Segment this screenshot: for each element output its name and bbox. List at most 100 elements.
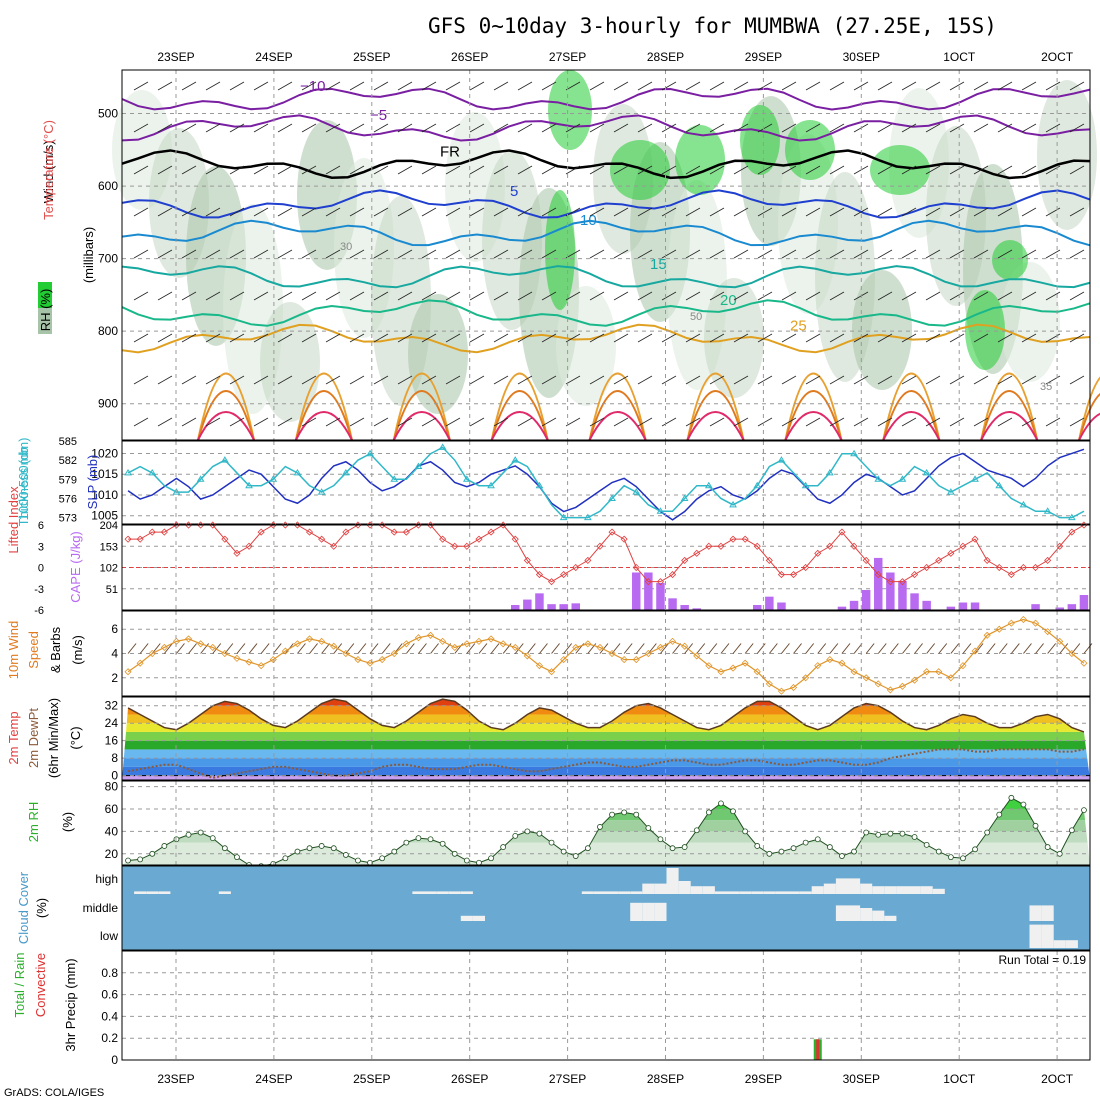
wind-tick: 6 — [111, 622, 118, 636]
li-marker — [342, 528, 350, 536]
wind-barb — [309, 643, 318, 654]
li-tick: 0 — [38, 563, 44, 575]
wind-barb — [637, 333, 653, 343]
wind-barb — [973, 81, 989, 91]
wind-barb — [397, 333, 413, 343]
wind-barb — [949, 207, 965, 217]
temperature-contour — [121, 189, 1091, 219]
wind-barb — [805, 207, 821, 217]
li-marker — [802, 563, 810, 572]
wind-barb — [733, 249, 749, 259]
wind-barb — [397, 291, 413, 301]
rh-marker — [282, 855, 289, 862]
rh-marker — [730, 808, 736, 815]
wind-marker — [269, 656, 277, 664]
ylabel-part: Total / Rain — [12, 952, 27, 1017]
bottom-date-label: 30SEP — [843, 1072, 880, 1086]
thickness-marker — [341, 468, 350, 476]
temp-band — [122, 731, 1090, 741]
wind-barb — [949, 417, 965, 427]
wind-barb — [349, 249, 365, 259]
wind-marker — [959, 662, 967, 670]
wind-marker — [209, 643, 217, 651]
thickness-marker — [511, 456, 520, 463]
wind-barb — [1069, 291, 1085, 301]
li-marker — [584, 556, 592, 564]
panel-ylabel: 2m DewPt — [26, 708, 41, 768]
wind-barb — [805, 333, 821, 343]
wind-marker — [765, 680, 773, 688]
cape-bar — [523, 599, 532, 610]
pressure-tick: 500 — [98, 107, 118, 121]
rh-marker — [1008, 794, 1015, 801]
panel-border — [121, 440, 1091, 525]
ylabel-part: Thickness (dm) — [16, 438, 31, 527]
wind-barb — [277, 333, 293, 343]
warm-contour — [1078, 392, 1100, 441]
wind-barb — [733, 165, 749, 175]
cloud-bar — [146, 891, 159, 894]
temperature-contour — [121, 87, 1091, 111]
wind-barb — [469, 333, 485, 343]
li-marker — [547, 578, 556, 586]
rh-marker — [887, 830, 894, 837]
thickness-marker — [583, 513, 592, 521]
rh-tick: 80 — [105, 780, 119, 794]
warm-contour — [294, 390, 353, 441]
thickness-tick: 579 — [59, 474, 77, 486]
run-total-label: Run Total = 0.19 — [998, 953, 1086, 967]
li-marker — [305, 528, 314, 536]
li-marker — [1068, 528, 1076, 536]
series-line — [127, 448, 1085, 521]
wind-barb — [381, 643, 391, 654]
top-date-label: 26SEP — [451, 50, 488, 64]
wind-barb — [1021, 333, 1037, 343]
wind-barb — [914, 643, 923, 654]
wind-barb — [541, 165, 557, 175]
wind-barb — [829, 643, 839, 654]
warm-contour — [686, 390, 745, 441]
wind-marker — [160, 643, 168, 651]
rh-marker — [766, 850, 773, 857]
li-marker — [947, 549, 955, 557]
wind-barb — [997, 333, 1013, 343]
rh-marker — [294, 848, 301, 855]
rh-marker — [718, 800, 724, 807]
li-marker — [923, 563, 931, 572]
cloud-bar — [606, 891, 619, 894]
precip-tick: 0.4 — [101, 1009, 118, 1023]
rh-marker — [1056, 850, 1063, 857]
rh-marker — [379, 855, 386, 862]
cape-bar — [1067, 604, 1077, 610]
wind-barb — [829, 291, 845, 301]
thickness-marker — [1019, 500, 1028, 508]
wind-barb — [1045, 417, 1061, 427]
wind-barb — [661, 375, 677, 385]
wind-barb — [373, 249, 389, 259]
wind-barb — [1021, 249, 1037, 259]
wind-barb — [997, 375, 1013, 385]
li-marker — [572, 563, 580, 572]
warm-contour — [588, 411, 647, 441]
warm-contour — [686, 372, 745, 441]
rh-marker — [197, 829, 204, 836]
chart-title: GFS 0~10day 3-hourly for MUMBWA (27.25E,… — [428, 14, 997, 38]
cape-bar — [511, 605, 520, 610]
wind-barb — [925, 417, 941, 427]
wind-barb — [421, 417, 437, 427]
slp-tick: 1005 — [91, 509, 118, 523]
wind-barb — [925, 165, 941, 175]
wind-barb — [997, 123, 1013, 133]
li-marker — [414, 521, 423, 529]
thickness-marker — [704, 481, 713, 489]
li-marker — [681, 556, 689, 564]
rh-marker — [125, 857, 131, 864]
wind-barb — [949, 375, 965, 385]
li-marker — [148, 528, 156, 536]
rh-marker — [415, 835, 422, 842]
wind-barb — [205, 165, 221, 175]
wind-barb — [301, 81, 317, 91]
wind-barb — [253, 333, 269, 343]
rh-marker — [355, 857, 361, 864]
li-marker — [1019, 563, 1028, 572]
